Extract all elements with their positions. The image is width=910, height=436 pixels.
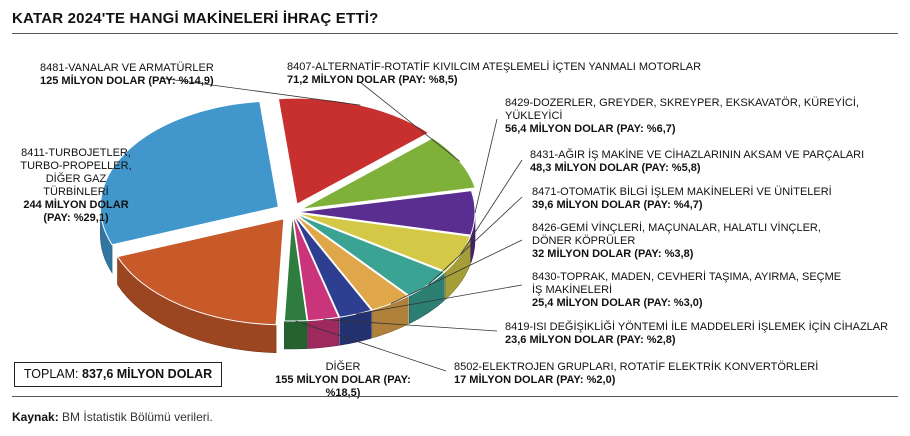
- leader-line-8: [295, 320, 447, 372]
- leader-line-4: [428, 196, 523, 286]
- footer-divider: [12, 396, 898, 397]
- label-8419: 8419-ISI DEĞİŞİKLİĞİ YÖNTEMİ İLE MADDELE…: [505, 321, 889, 346]
- total-label: TOPLAM:: [23, 367, 79, 381]
- slice-side-8: [284, 320, 308, 350]
- pie-slice-2: [296, 190, 476, 236]
- pie-slice-9: [116, 218, 285, 326]
- label-8431: 8431-AĞIR İŞ MAKİNE VE CİHAZLARININ AKSA…: [530, 149, 865, 174]
- label-8429: 8429-DOZERLER, GREYDER, SKREYPER, EKSKAV…: [505, 97, 859, 135]
- leader-line-0: [159, 77, 361, 106]
- label-8430: 8430-TOPRAK, MADEN, CEVHERİ TAŞIMA, AYIR…: [532, 271, 842, 309]
- label-8502: 8502-ELEKTROJEN GRUPLARI, ROTATİF ELEKTR…: [454, 361, 819, 386]
- title-divider: [12, 33, 898, 34]
- leader-line-7: [323, 318, 498, 332]
- pie-slice-10: [99, 101, 279, 246]
- leader-line-2: [474, 118, 498, 213]
- label-8471: 8471-OTOMATİK BİLGİ İŞLEM MAKİNELERİ VE …: [532, 186, 832, 211]
- leader-line-3: [460, 159, 523, 255]
- source-text: BM İstatistik Bölümü verileri.: [62, 410, 213, 424]
- leader-line-1: [359, 81, 460, 162]
- source-note: Kaynak: BM İstatistik Bölümü verileri.: [12, 410, 213, 424]
- label-8411: 8411-TURBOJETLER, TURBO-PROPELLER, DİĞER…: [20, 147, 132, 224]
- leader-line-6: [355, 284, 523, 315]
- total-value: 837,6 MİLYON DOLAR: [82, 367, 213, 381]
- slice-side-7: [307, 317, 340, 349]
- pie-slice-4: [295, 213, 446, 297]
- label-8481: 8481-VANALAR VE ARMATÜRLER 125 MİLYON DO…: [40, 62, 214, 87]
- chart-title: KATAR 2024'TE HANGİ MAKİNELERİ İHRAÇ ETT…: [12, 10, 379, 27]
- total-box: TOPLAM: 837,6 MİLYON DOLAR: [14, 362, 222, 387]
- pie-chart: [99, 77, 523, 372]
- leader-line-5: [390, 239, 523, 305]
- label-8407: 8407-ALTERNATİF-ROTATİF KIVILCIM ATEŞLEM…: [287, 61, 702, 86]
- label-8426: 8426-GEMİ VİNÇLERİ, MAÇUNALAR, HALATLI V…: [532, 222, 821, 260]
- label-diger: DİĞER 155 MİLYON DOLAR (PAY: %18,5): [275, 361, 411, 399]
- source-label: Kaynak:: [12, 410, 59, 424]
